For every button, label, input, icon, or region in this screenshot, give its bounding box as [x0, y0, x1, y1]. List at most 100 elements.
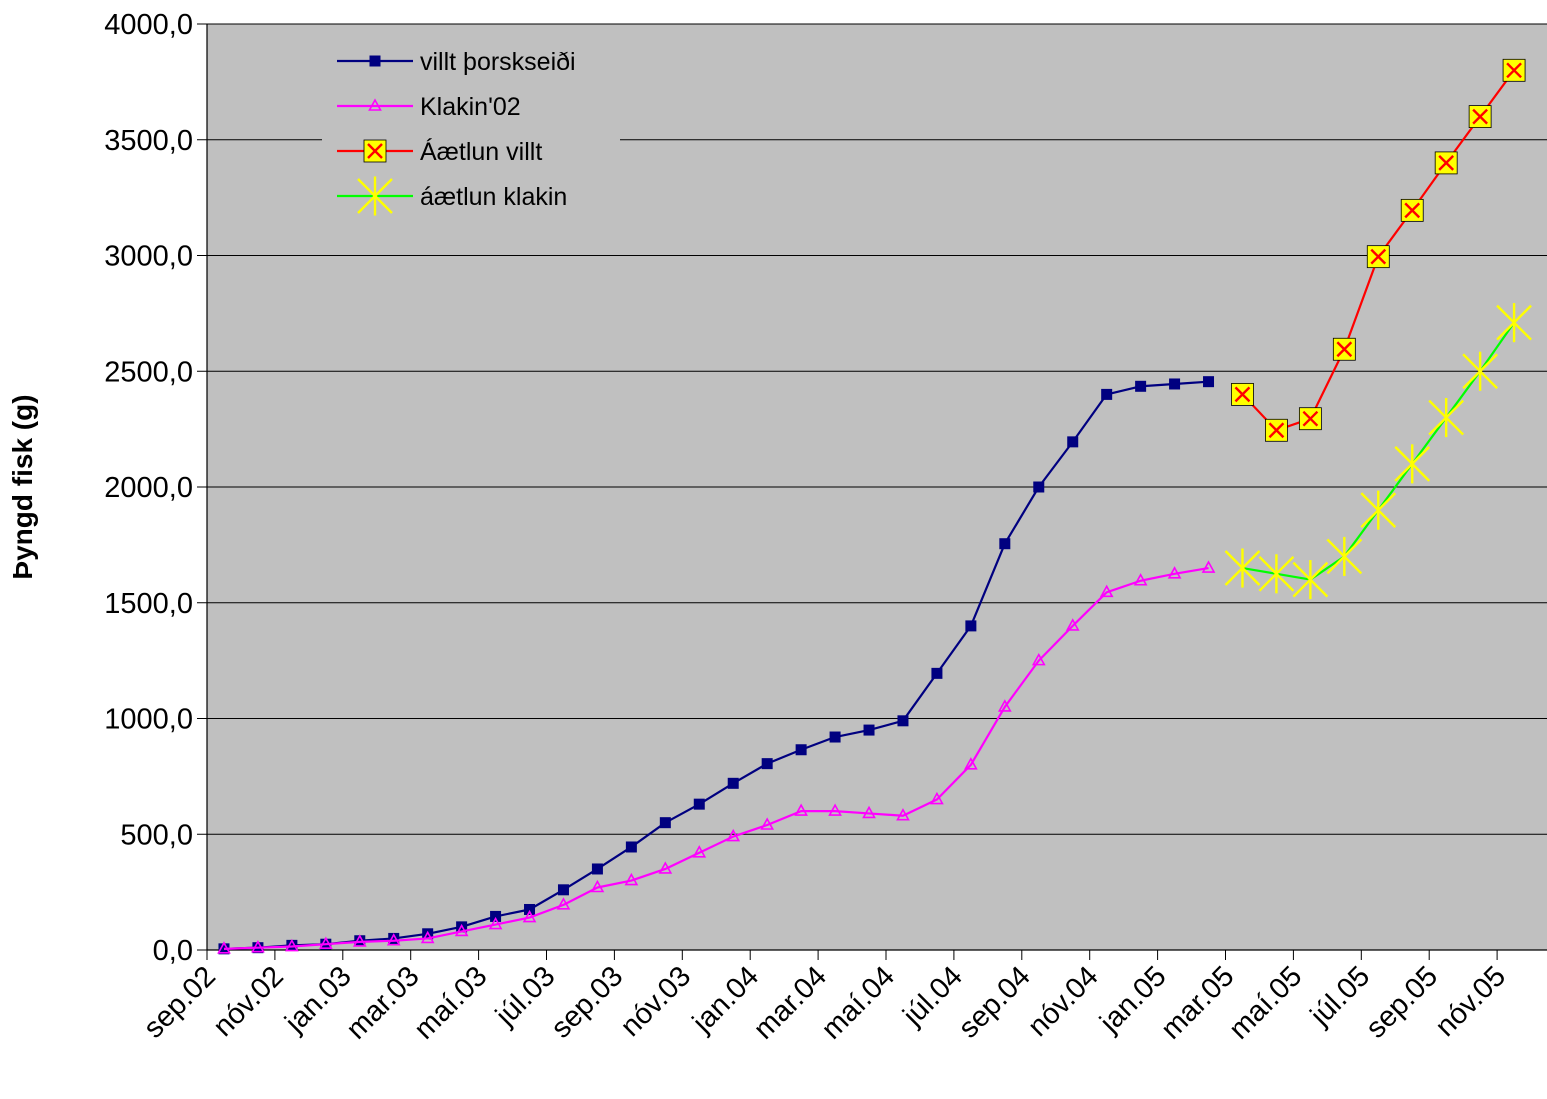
- data-point: [591, 863, 603, 875]
- data-point: [829, 731, 841, 743]
- data-point: [1169, 378, 1181, 390]
- data-point: [524, 903, 536, 915]
- data-point: [368, 98, 382, 111]
- data-point: [1031, 652, 1046, 666]
- data-point: [727, 777, 739, 789]
- y-tick-label: 500,0: [120, 819, 193, 851]
- data-point: [1167, 566, 1182, 579]
- legend-label: Klakin'02: [420, 93, 521, 121]
- data-point: [965, 620, 977, 632]
- data-point: [1496, 303, 1532, 343]
- data-point: [1065, 618, 1080, 631]
- data-point: [1298, 407, 1322, 431]
- x-tick-label: sep.05: [1360, 960, 1444, 1044]
- data-point: [1394, 444, 1431, 484]
- gridlines: [207, 23, 1547, 835]
- data-point: [369, 55, 381, 67]
- series-line: [223, 380, 1209, 950]
- data-point: [363, 139, 387, 163]
- data-point: [488, 916, 503, 930]
- data-point: [352, 934, 367, 947]
- data-point: [556, 897, 571, 910]
- data-point: [522, 909, 537, 923]
- data-point: [557, 884, 569, 896]
- legend-label: villt þorskseiði: [420, 48, 576, 76]
- data-point: [1400, 198, 1424, 222]
- data-point: [761, 758, 773, 770]
- data-point: [1203, 376, 1215, 388]
- data-point: [454, 923, 469, 937]
- data-point: [490, 910, 502, 922]
- data-point: [896, 808, 910, 821]
- y-tick-label: 2500,0: [104, 356, 193, 388]
- data-point: [760, 817, 775, 830]
- data-point: [658, 861, 673, 874]
- y-tick-label: 1000,0: [104, 704, 193, 736]
- x-tick-label: maí.04: [816, 960, 901, 1045]
- x-tick-label: nóv.03: [615, 960, 698, 1043]
- data-point: [1265, 418, 1288, 442]
- data-point: [726, 828, 741, 842]
- legend-entry: áætlun klakin: [337, 176, 567, 216]
- data-point: [863, 724, 875, 736]
- x-tick-label: maí.03: [408, 960, 493, 1045]
- legend-entry: villt þorskseiði: [337, 48, 576, 76]
- data-point: [692, 845, 707, 858]
- y-tick-label: 2000,0: [104, 472, 193, 504]
- x-tick-label: mar.04: [748, 960, 833, 1045]
- y-tick-label: 3000,0: [104, 241, 193, 273]
- y-axis-label: Þyngd fisk (g): [7, 394, 38, 579]
- axes: [197, 23, 1547, 960]
- y-tick-label: 1500,0: [104, 588, 193, 620]
- series-group: [217, 58, 1532, 955]
- data-point: [1258, 554, 1295, 594]
- data-point: [930, 791, 944, 805]
- data-point: [1366, 245, 1390, 269]
- data-point: [386, 933, 401, 946]
- data-point: [999, 538, 1011, 550]
- y-tick-label: 0,0: [153, 935, 193, 967]
- data-point: [1099, 584, 1114, 598]
- data-point: [795, 744, 807, 756]
- data-point: [1231, 382, 1254, 406]
- data-point: [1135, 380, 1147, 392]
- data-point: [1332, 337, 1356, 361]
- data-point: [931, 667, 943, 679]
- data-point: [1101, 388, 1113, 400]
- x-tick-labels: sep.02nóv.02jan.03mar.03maí.03júl.03sep.…: [138, 960, 1512, 1045]
- data-point: [1067, 436, 1079, 448]
- data-point: [862, 805, 876, 819]
- data-point: [897, 715, 909, 727]
- legend-entry: Klakin'02: [337, 93, 521, 121]
- x-tick-label: sep.02: [138, 960, 222, 1044]
- data-point: [828, 803, 842, 816]
- data-point: [357, 176, 393, 216]
- data-point: [794, 803, 808, 816]
- data-point: [1462, 351, 1498, 391]
- data-point: [318, 936, 333, 950]
- data-point: [625, 841, 637, 853]
- data-point: [1434, 151, 1458, 175]
- data-point: [285, 938, 299, 952]
- x-tick-label: sep.03: [545, 960, 629, 1044]
- data-point: [624, 872, 639, 886]
- data-point: [1033, 481, 1045, 493]
- data-point: [997, 699, 1012, 712]
- y-tick-label: 4000,0: [104, 9, 193, 41]
- data-point: [1133, 573, 1148, 586]
- legend: villt þorskseiði Klakin'02 Áætlun villt áæt…: [322, 38, 620, 223]
- x-tick-label: nóv.04: [1022, 960, 1105, 1043]
- data-point: [1360, 490, 1397, 530]
- data-point: [693, 798, 705, 810]
- y-tick-label: 3500,0: [104, 125, 193, 157]
- data-point: [590, 879, 605, 893]
- data-point: [1201, 560, 1216, 573]
- data-point: [1428, 398, 1465, 438]
- x-tick-label: mar.03: [340, 960, 425, 1045]
- legend-label: áætlun klakin: [420, 183, 567, 211]
- legend-entry: Áætlun villt: [337, 137, 542, 166]
- series-1: [217, 560, 1216, 954]
- data-point: [420, 930, 435, 944]
- data-point: [251, 940, 265, 953]
